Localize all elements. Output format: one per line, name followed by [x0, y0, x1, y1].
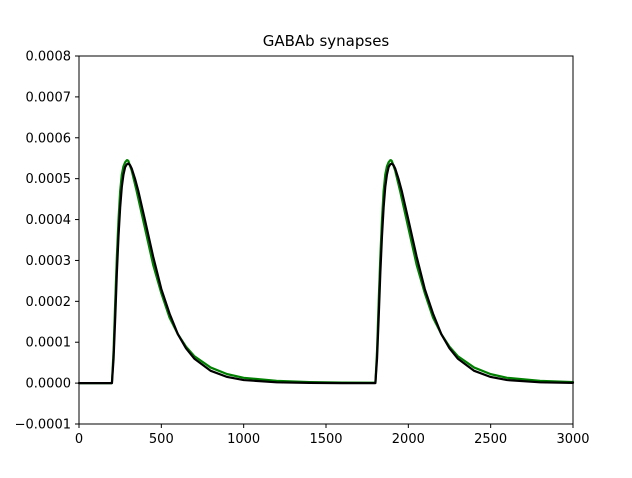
y-tick-label: 0.0007: [26, 90, 72, 105]
x-tick-label: 3000: [556, 432, 589, 447]
x-tick-label: 1000: [227, 432, 260, 447]
y-tick-label: 0.0004: [26, 213, 72, 228]
y-tick-label: 0.0006: [26, 131, 72, 146]
x-tick-label: 2000: [392, 432, 425, 447]
y-axis-ticks: −0.0001 0.0000 0.0001 0.0002 0.0003 0.0004 0.0…: [15, 50, 79, 433]
x-tick-label: 0: [75, 432, 83, 447]
x-tick-label: 2500: [474, 432, 507, 447]
x-axis-ticks: 0 500 1000 1500 2000 2500 3000: [75, 424, 590, 447]
y-tick-label: 0.0003: [26, 254, 72, 269]
y-tick-label: 0.0008: [26, 50, 72, 65]
x-tick-label: 500: [149, 432, 174, 447]
y-tick-label: 0.0000: [26, 377, 72, 392]
chart-title: GABAb synapses: [263, 32, 390, 50]
y-tick-label: −0.0001: [15, 418, 71, 433]
y-tick-label: 0.0002: [26, 295, 72, 310]
series-line-2: [77, 162, 575, 385]
y-tick-label: 0.0005: [26, 172, 72, 187]
series-layer: [77, 159, 575, 385]
x-tick-label: 1500: [309, 432, 342, 447]
y-tick-label: 0.0001: [26, 336, 72, 351]
